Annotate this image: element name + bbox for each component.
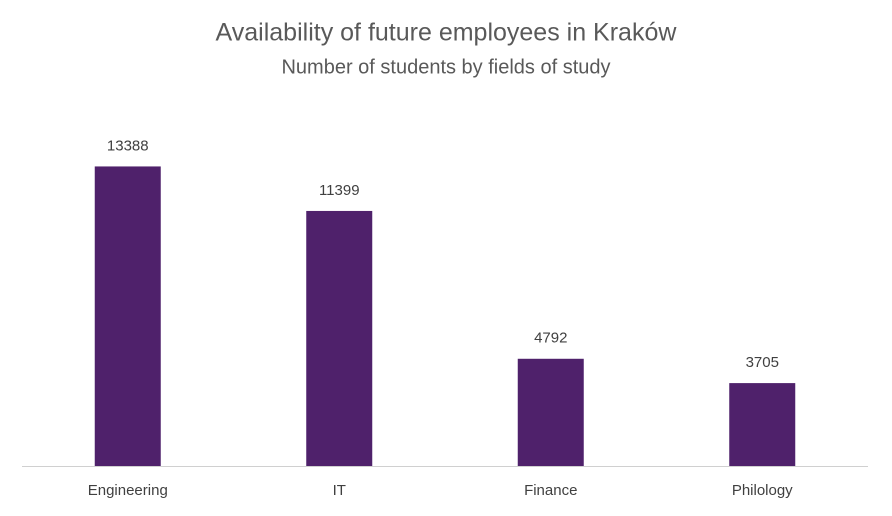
chart-subtitle: Number of students by fields of study: [281, 56, 610, 78]
x-tick-label: Philology: [732, 482, 793, 499]
data-label: 4792: [534, 330, 567, 347]
data-label: 11399: [319, 182, 360, 199]
bar: [94, 166, 161, 467]
x-tick-label: Finance: [524, 482, 577, 499]
bar: [306, 210, 373, 466]
bar: [729, 383, 796, 466]
data-label: 3705: [746, 354, 779, 371]
x-tick-label: IT: [333, 482, 346, 499]
x-tick-label: Engineering: [88, 482, 168, 499]
chart-title: Availability of future employees in Krak…: [216, 19, 678, 47]
data-label: 13388: [107, 137, 149, 154]
bar: [517, 358, 584, 466]
